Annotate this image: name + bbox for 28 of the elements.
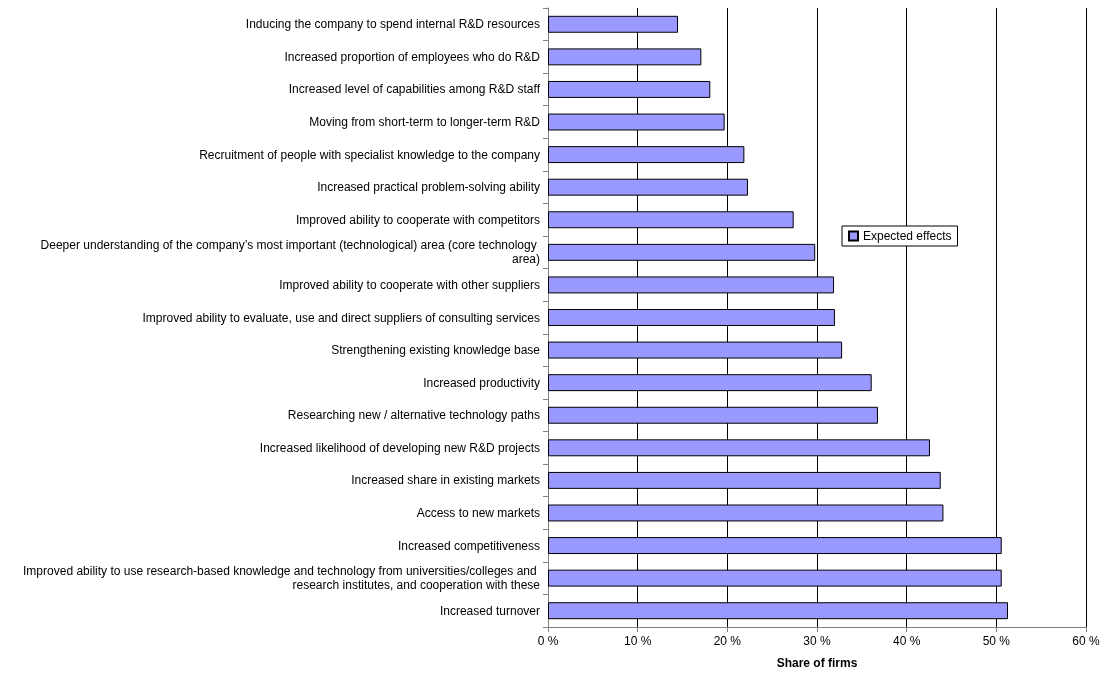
y-tick-label: Inducing the company to spend internal R&D resources [245,17,540,32]
y-tick-label: Increased competitiveness [397,538,540,553]
y-tick-label: Increased productivity [423,375,540,390]
y-tick-label: Increased likelihood of developing new R&D projects [259,440,540,455]
legend-label: Expected effects [863,229,952,243]
y-tick-label: Strengthening existing knowledge base [331,343,541,358]
y-tick-label: Improved ability to evaluate, use and direct suppliers of consulting services [142,310,540,325]
y-tick-label: Improved ability to cooperate with other suppliers [279,277,540,292]
y-tick-label: Recruitment of people with specialist knowledge to the company [199,147,540,162]
y-tick-label: Deeper understanding of the company’s most important (technological) area (core technology area) [40,238,540,267]
x-tick-label: 10 % [623,634,652,648]
y-tick-label: Access to new markets [416,505,540,520]
x-tick-label: 60 % [1072,634,1100,648]
x-tick-label: 30 % [803,634,831,648]
x-axis-title: Share of firms [776,656,858,670]
y-tick-label: Researching new / alternative technology paths [287,408,540,423]
y-tick-label: Improved ability to cooperate with competitors [295,212,540,227]
x-tick-label: 40 % [892,634,921,648]
y-tick-label: Increased practical problem-solving ability [317,180,540,195]
y-tick-label: Increased share in existing markets [351,473,540,488]
y-tick-label: Increased level of capabilities among R&D staff [288,82,541,97]
x-tick-label: 20 % [713,634,742,648]
y-tick-label: Increased proportion of employees who do R&D [284,49,541,64]
y-tick-label: Moving from short-term to longer-term R&D [309,115,541,130]
y-tick-label: Increased turnover [439,603,540,618]
y-tick-label: Improved ability to use research-based knowledge and technology from universities/colleges and research institutes, and cooperation with these [23,564,541,593]
x-tick-label: 0 % [537,634,559,648]
x-tick-label: 50 % [982,634,1011,648]
